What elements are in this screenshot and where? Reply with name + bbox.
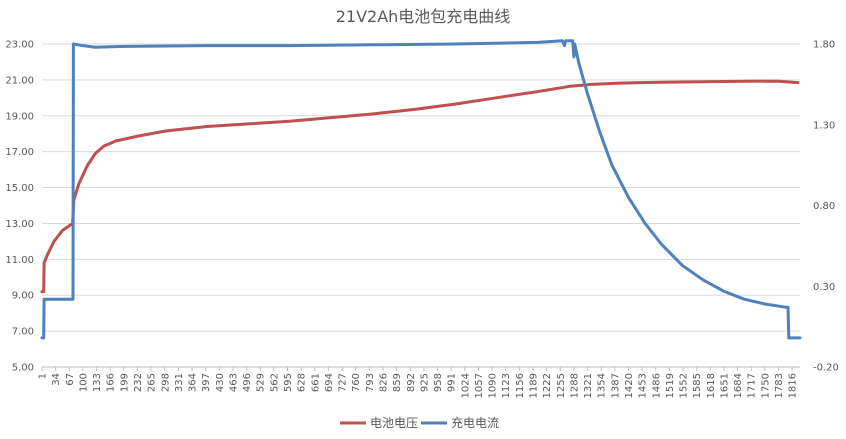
x-tick-label: 793 [365, 373, 376, 392]
x-tick-label: 34 [51, 373, 62, 386]
x-tick-label: 1090 [488, 373, 499, 398]
x-tick-label: 1156 [515, 373, 526, 398]
x-tick-label: 364 [188, 373, 199, 392]
series-line-voltage [40, 79, 800, 294]
x-tick-label: 562 [269, 373, 280, 392]
x-tick-label: 1651 [719, 373, 730, 398]
x-tick-label: 1684 [733, 373, 744, 398]
x-tick-label: 958 [433, 373, 444, 392]
x-tick-label: 1189 [529, 373, 540, 398]
y-left-tick-label: 21.00 [5, 75, 34, 86]
x-tick-label: 694 [324, 373, 335, 392]
x-tick-label: 1519 [665, 373, 676, 398]
x-tick-label: 1453 [638, 373, 649, 398]
y-left-tick-label: 5.00 [12, 363, 34, 374]
x-tick-label: 925 [419, 373, 430, 392]
y-right-tick-label: -0.20 [813, 363, 839, 374]
x-tick-label: 1387 [610, 373, 621, 398]
x-tick-label: 1321 [583, 373, 594, 398]
x-tick-label: 892 [406, 373, 417, 392]
x-tick-label: 628 [297, 373, 308, 392]
y-left-tick-label: 23.00 [5, 40, 34, 51]
legend: 电池电压 充电电流 [340, 415, 499, 430]
x-tick-label: 133 [92, 373, 103, 392]
legend-label-voltage: 电池电压 [370, 416, 418, 430]
y-left-tick-label: 9.00 [12, 291, 34, 302]
x-tick-label: 727 [338, 373, 349, 392]
left-axis-labels: 23.00 21.00 19.00 17.00 15.00 13.00 11.00 9.00 7… [5, 40, 34, 374]
x-tick-label: 430 [215, 373, 226, 392]
x-tick-label: 1585 [692, 373, 703, 398]
x-tick-label: 1552 [679, 373, 690, 398]
x-tick-label: 1 [38, 373, 49, 379]
x-tick-label: 1057 [474, 373, 485, 398]
x-tick-label: 760 [351, 373, 362, 392]
x-tick-label: 298 [160, 373, 171, 392]
y-right-tick-label: 1.30 [813, 120, 835, 131]
series-line-current [40, 39, 802, 340]
y-left-tick-label: 7.00 [12, 327, 34, 338]
x-tick-label: 826 [378, 373, 389, 392]
x-tick-label: 529 [256, 373, 267, 392]
gridlines [42, 43, 800, 368]
y-left-tick-label: 11.00 [5, 255, 34, 266]
y-left-tick-label: 13.00 [5, 219, 34, 230]
x-tick-label: 496 [242, 373, 253, 392]
x-tick-label: 166 [106, 373, 117, 392]
legend-label-current: 充电电流 [451, 415, 499, 430]
x-tick-label: 67 [65, 373, 76, 386]
x-tick-label: 1486 [651, 373, 662, 398]
y-left-tick-label: 17.00 [5, 147, 34, 158]
x-tick-label: 859 [392, 373, 403, 392]
y-right-tick-label: 1.80 [813, 40, 835, 51]
series-layer [40, 39, 802, 340]
x-tick-label: 100 [78, 373, 89, 392]
right-axis-labels: 1.80 1.30 0.80 0.30 -0.20 [813, 40, 839, 374]
y-right-tick-label: 0.30 [813, 282, 835, 293]
x-tick-label: 199 [119, 373, 130, 392]
x-tick-label: 1618 [706, 373, 717, 398]
x-tick-label: 463 [228, 373, 239, 392]
y-right-tick-label: 0.80 [813, 201, 835, 212]
x-tick-label: 595 [283, 373, 294, 392]
x-tick-label: 1816 [788, 373, 799, 398]
x-tick-label: 232 [133, 373, 144, 392]
x-tick-label: 1750 [760, 373, 771, 398]
x-tick-label: 1717 [747, 373, 758, 398]
x-tick-label: 1783 [774, 373, 785, 398]
x-tick-label: 1123 [501, 373, 512, 398]
x-tick-label: 265 [147, 373, 158, 392]
x-tick-label: 397 [201, 373, 212, 392]
x-tick-label: 661 [310, 373, 321, 392]
x-tick-label: 1354 [597, 373, 608, 398]
chart-title: 21V2Ah电池包充电曲线 [336, 7, 511, 26]
x-tick-label: 1024 [460, 373, 471, 398]
x-tick-label: 1222 [542, 373, 553, 398]
x-tick-label: 1420 [624, 373, 635, 398]
x-tick-label: 1288 [569, 373, 580, 398]
y-left-tick-label: 19.00 [5, 111, 34, 122]
x-tick-label: 331 [174, 373, 185, 392]
x-tick-label: 991 [447, 373, 458, 392]
x-axis-labels: 1 34 67 100 133 166 199 232 265 298 331 364 397 430 46… [38, 366, 800, 398]
x-tick-label: 1255 [556, 373, 567, 398]
y-left-tick-label: 15.00 [5, 183, 34, 194]
